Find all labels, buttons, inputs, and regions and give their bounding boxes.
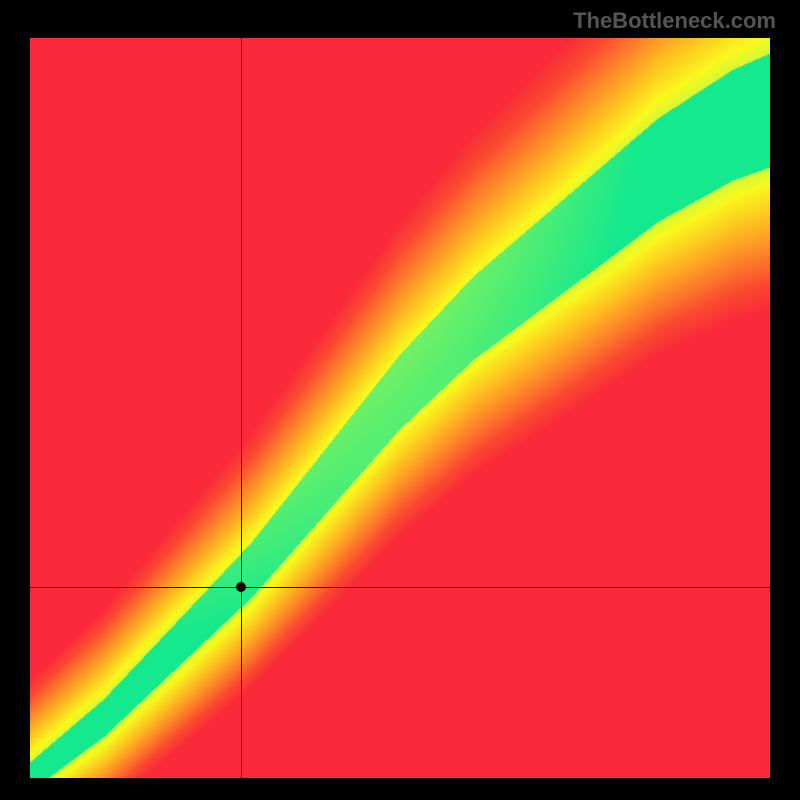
crosshair-vertical xyxy=(241,38,242,778)
bottleneck-heatmap xyxy=(30,38,770,778)
figure-container: TheBottleneck.com xyxy=(0,0,800,800)
crosshair-horizontal xyxy=(30,587,770,588)
selection-marker xyxy=(236,582,246,592)
watermark-text: TheBottleneck.com xyxy=(573,8,776,34)
plot-area xyxy=(30,38,770,778)
